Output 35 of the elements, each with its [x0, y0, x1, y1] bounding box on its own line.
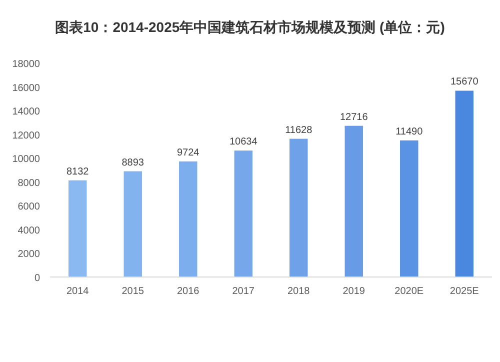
y-tick-label: 8000 [18, 178, 40, 189]
bar [68, 180, 87, 277]
y-tick-label: 4000 [18, 225, 40, 236]
x-tick-label: 2020E [394, 286, 424, 297]
y-tick-label: 14000 [12, 106, 40, 118]
data-label: 9724 [177, 147, 200, 158]
data-label: 10634 [229, 136, 258, 148]
bar [234, 150, 252, 277]
data-label: 11490 [396, 126, 424, 138]
x-tick-label: 2025E [450, 286, 480, 297]
data-label: 8132 [66, 166, 90, 178]
bar [124, 171, 142, 277]
x-tick-label: 2018 [288, 286, 310, 297]
x-tick-label: 2019 [342, 286, 366, 297]
data-label: 8893 [122, 157, 144, 168]
y-tick-label: 16000 [12, 82, 40, 94]
y-tick-label: 6000 [18, 202, 40, 213]
y-tick-label: 2000 [18, 249, 40, 260]
y-tick-label: 18000 [12, 59, 40, 70]
bar [344, 126, 363, 277]
bar [290, 138, 308, 277]
bar [455, 90, 474, 277]
bar [179, 161, 198, 277]
y-tick-label: 10000 [12, 154, 40, 166]
x-tick-label: 2016 [177, 286, 200, 297]
y-tick-label: 0 [34, 273, 40, 284]
chart-title: 图表10：2014-2025年中国建筑石材市场规模及预测 (单位：元) [55, 19, 445, 35]
y-tick-label: 12000 [12, 130, 40, 142]
x-tick-label: 2015 [122, 286, 144, 297]
data-label: 12716 [340, 112, 368, 123]
data-label: 15670 [450, 76, 479, 88]
x-tick-label: 2017 [232, 286, 255, 297]
bar [400, 140, 418, 277]
data-label: 11628 [285, 124, 313, 136]
x-tick-label: 2014 [66, 286, 90, 297]
